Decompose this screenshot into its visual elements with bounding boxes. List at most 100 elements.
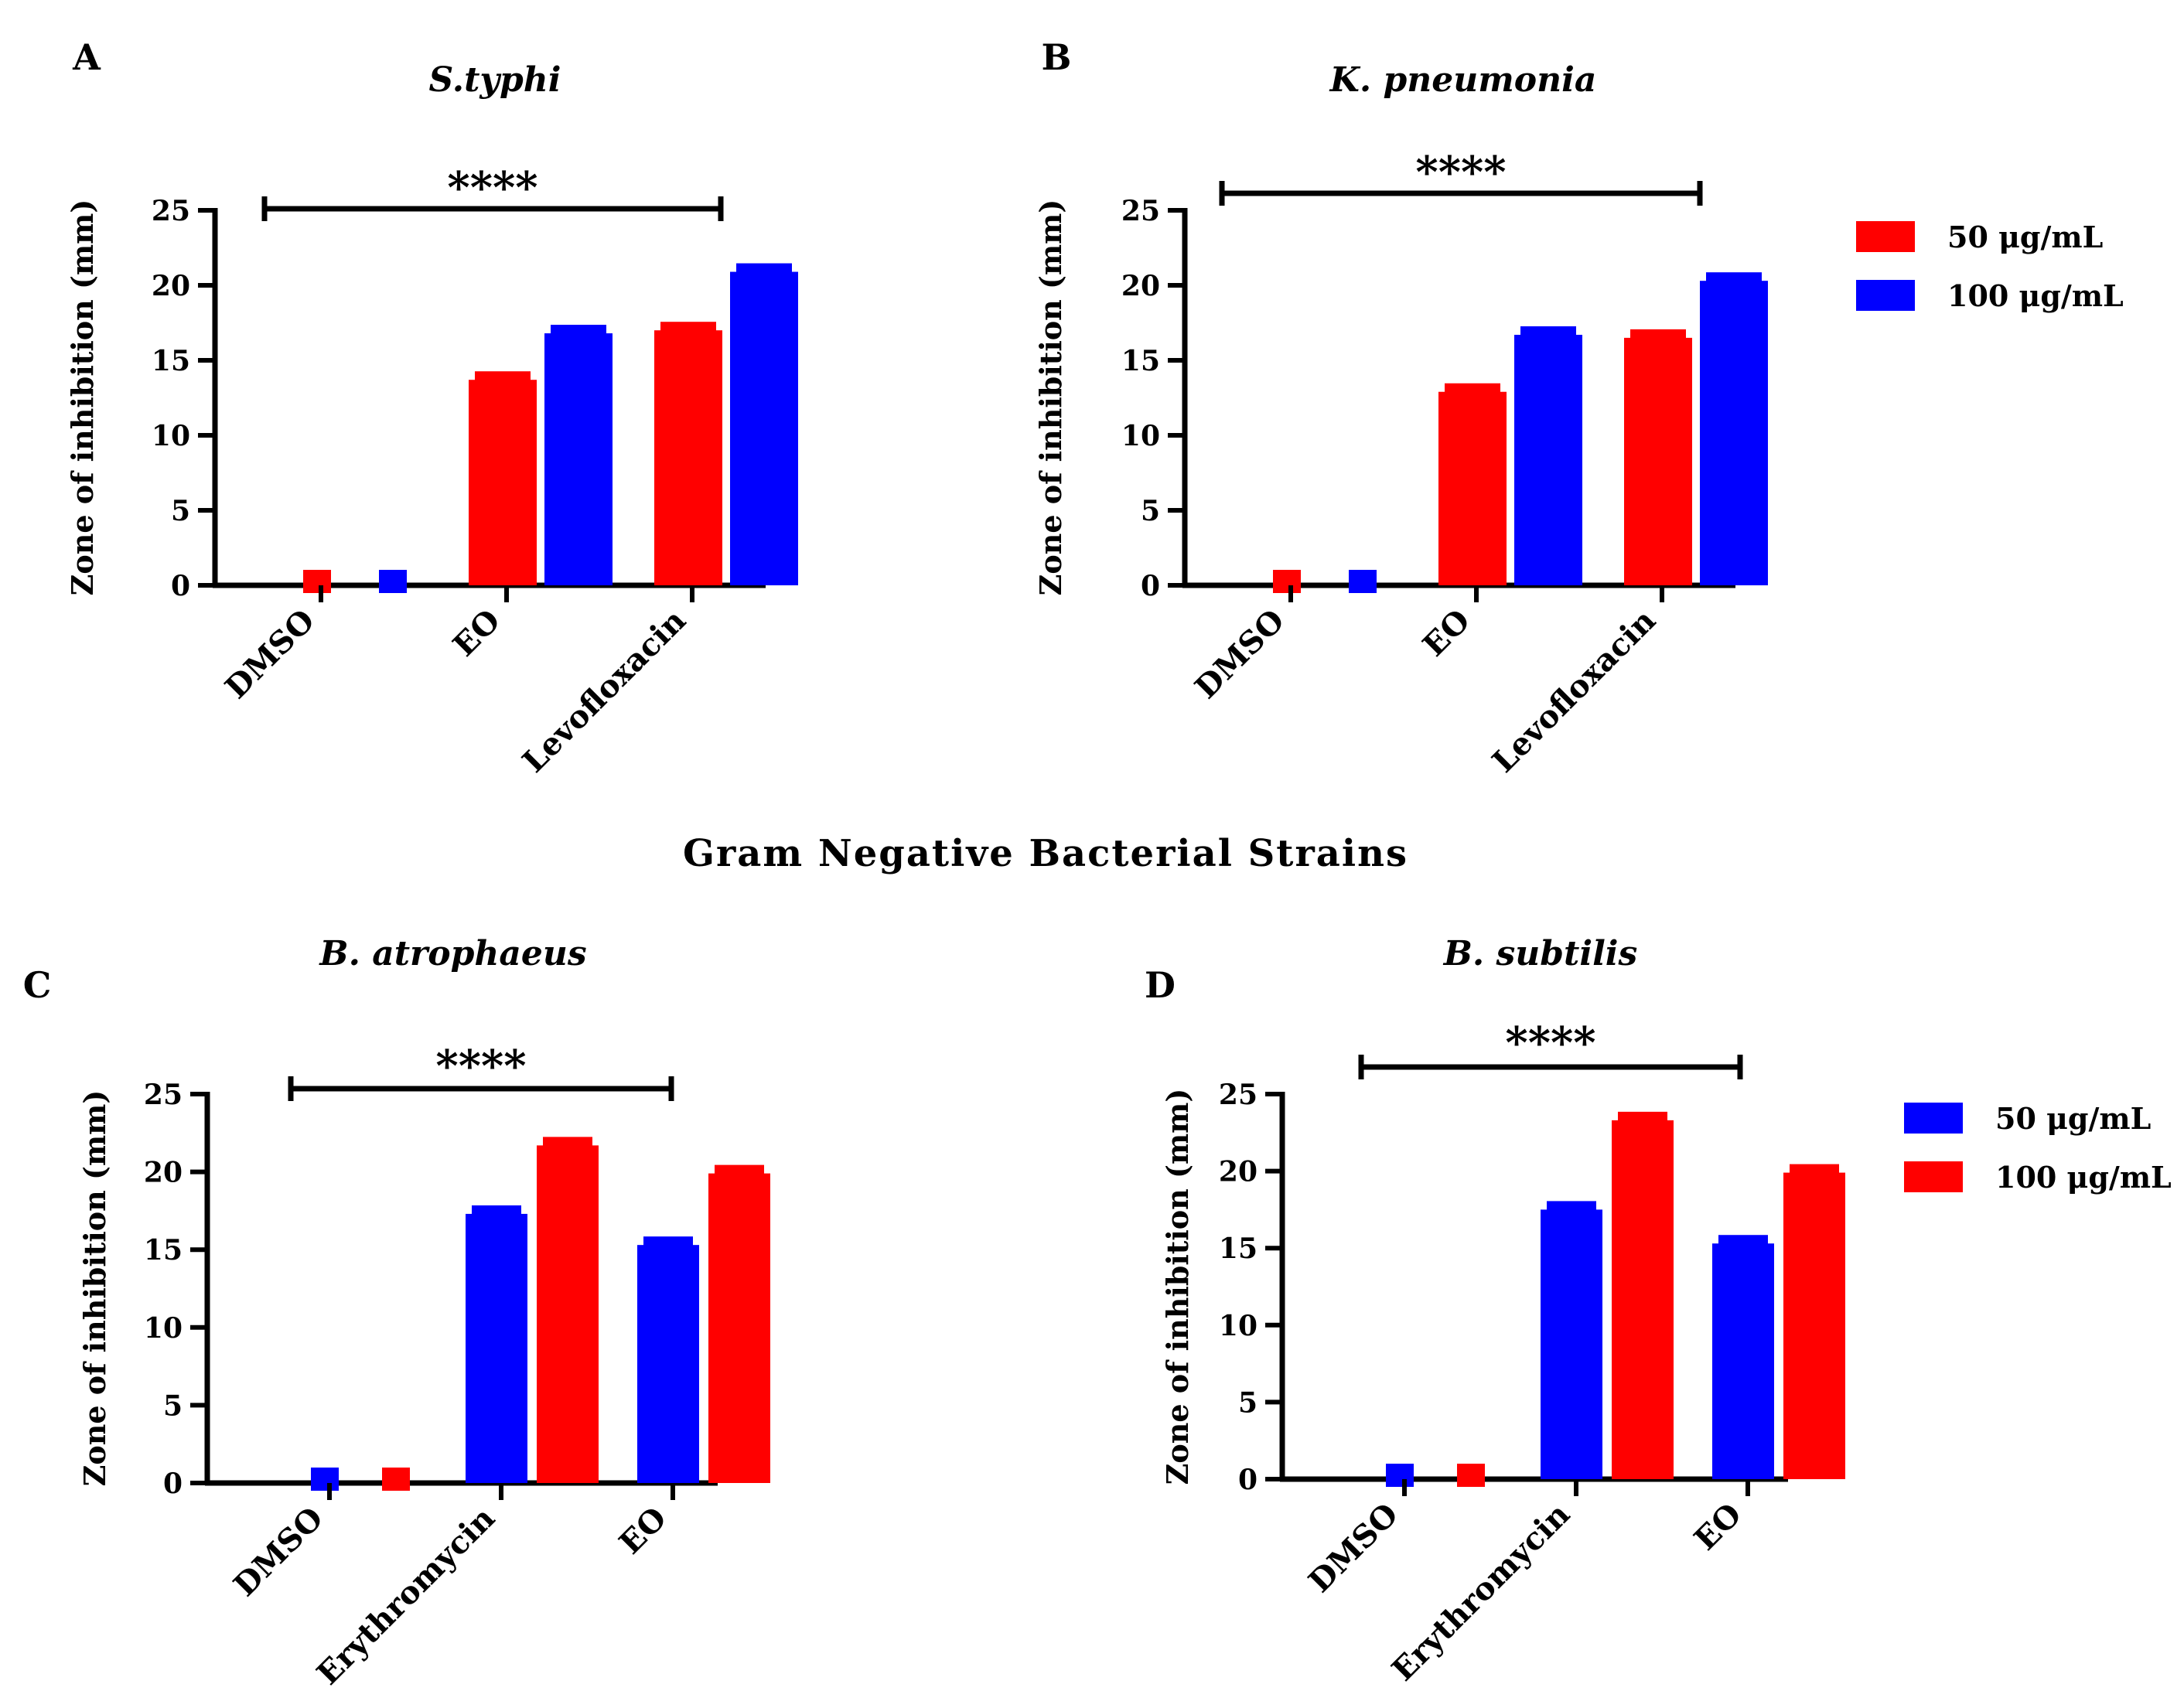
panel-letter: D — [1145, 964, 1176, 1006]
y-tick-label: 10 — [152, 420, 190, 452]
y-axis-label: Zone of inhibition (mm) — [1033, 199, 1068, 596]
significance-label: **** — [435, 1041, 526, 1092]
bar-dmso-0 — [1273, 570, 1301, 593]
error-bar-cap — [551, 325, 606, 335]
bar-dmso-1 — [379, 570, 407, 593]
y-tick-label: 25 — [1121, 195, 1160, 227]
x-category-label: DMSO — [1302, 1496, 1405, 1600]
x-category-label: Erythromycin — [1385, 1496, 1577, 1688]
bar-eo-1 — [1783, 1172, 1845, 1479]
chart-panel-b: B K. pneumonia Zone of inhibition (mm) 0 5 10… — [1033, 36, 1768, 779]
bar-erythromycin-1 — [1612, 1120, 1674, 1479]
bar-dmso-1 — [382, 1468, 410, 1491]
y-tick-label: 5 — [171, 495, 190, 527]
x-category-label: DMSO — [218, 602, 322, 706]
legend-1: 50 μg/mL 100 μg/mL — [1856, 220, 2124, 313]
error-bar-cap — [1445, 383, 1500, 393]
error-bar-cap — [475, 371, 531, 381]
error-bar-cap — [1630, 329, 1686, 339]
x-category-label: DMSO — [1188, 602, 1292, 706]
legend-label: 100 μg/mL — [1995, 1160, 2172, 1195]
error-bar-cap — [543, 1137, 592, 1147]
x-category-label: EO — [446, 602, 507, 663]
panel-title: K. pneumonia — [1329, 60, 1597, 100]
x-category-label: DMSO — [227, 1500, 330, 1604]
y-tick-label: 15 — [1121, 345, 1160, 377]
bar-eo-1 — [1514, 335, 1582, 585]
y-tick-label: 15 — [152, 345, 190, 377]
bar-eo-1 — [708, 1173, 770, 1483]
panel-letter: B — [1042, 36, 1072, 78]
panel-title: B. subtilis — [1442, 934, 1638, 973]
bar-dmso-1 — [1457, 1464, 1485, 1487]
legends: 50 μg/mL 100 μg/mL 50 μg/mL 100 μg/mL — [1856, 220, 2172, 1195]
bar-erythromycin-0 — [1541, 1209, 1602, 1479]
error-bar-cap — [643, 1236, 693, 1246]
y-tick-label: 20 — [1121, 270, 1160, 302]
y-axis-label: Zone of inhibition (mm) — [65, 199, 100, 596]
significance-label: **** — [447, 162, 537, 213]
legend-swatch — [1856, 221, 1915, 252]
chart-panel-c: C B. atrophaeus Zone of inhibition (mm) 0 5 1… — [23, 934, 770, 1691]
chart-panel-a: A S.typhi Zone of inhibition (mm) 0 5 10 15 20 2… — [65, 36, 798, 779]
error-bar-cap — [736, 263, 792, 273]
x-category-label: EO — [1416, 602, 1477, 663]
x-category-label: EO — [613, 1500, 674, 1561]
bar-levofloxacin-0 — [1624, 337, 1692, 585]
y-tick-label: 20 — [152, 270, 190, 302]
y-tick-label: 25 — [152, 195, 190, 227]
y-axis-label: Zone of inhibition (mm) — [1160, 1089, 1195, 1485]
error-bar-cap — [1706, 272, 1762, 282]
bar-eo-0 — [637, 1245, 699, 1483]
panel-letter: A — [72, 36, 101, 78]
legend-swatch — [1904, 1103, 1963, 1134]
error-bar-cap — [1790, 1164, 1839, 1174]
x-category-label: Levofloxacin — [1486, 602, 1664, 780]
x-category-label: Levofloxacin — [516, 602, 694, 780]
legend-label: 50 μg/mL — [1995, 1101, 2151, 1136]
bar-eo-1 — [544, 333, 613, 585]
y-tick-label: 0 — [171, 570, 190, 602]
y-tick-label: 20 — [144, 1157, 183, 1189]
bar-dmso-0 — [1386, 1464, 1414, 1487]
significance-label: **** — [1415, 147, 1506, 198]
error-bar-cap — [1547, 1201, 1596, 1211]
bar-dmso-0 — [311, 1468, 339, 1491]
y-tick-label: 10 — [1121, 420, 1160, 452]
bar-eo-0 — [1438, 391, 1507, 585]
bar-levofloxacin-1 — [730, 271, 798, 585]
y-axis-label: Zone of inhibition (mm) — [77, 1090, 112, 1487]
y-tick-label: 0 — [1238, 1464, 1258, 1496]
section-title: Gram Negative Bacterial Strains — [683, 832, 1408, 875]
legend-swatch — [1904, 1161, 1963, 1192]
y-tick-label: 25 — [1219, 1079, 1258, 1111]
legend-2: 50 μg/mL 100 μg/mL — [1904, 1101, 2172, 1195]
error-bar-cap — [1618, 1111, 1667, 1121]
x-category-label: EO — [1687, 1496, 1749, 1557]
y-tick-label: 0 — [1141, 570, 1160, 602]
y-tick-label: 5 — [1238, 1386, 1258, 1419]
legend-swatch — [1856, 280, 1915, 311]
bar-dmso-1 — [1349, 570, 1377, 593]
y-tick-label: 10 — [1219, 1310, 1258, 1342]
chart-panel-d: D B. subtilis Zone of inhibition (mm) 0 5 10 1… — [1145, 934, 1845, 1688]
error-bar-cap — [1718, 1235, 1768, 1245]
bar-levofloxacin-1 — [1700, 281, 1768, 585]
significance-label: **** — [1505, 1018, 1595, 1069]
x-category-label: Erythromycin — [310, 1500, 502, 1691]
bar-dmso-0 — [303, 570, 331, 593]
bar-levofloxacin-0 — [654, 330, 722, 585]
error-bar-cap — [660, 322, 716, 332]
y-tick-label: 15 — [144, 1234, 183, 1267]
legend-label: 100 μg/mL — [1947, 278, 2124, 313]
y-tick-label: 20 — [1219, 1156, 1258, 1188]
y-tick-label: 5 — [163, 1389, 183, 1422]
legend-label: 50 μg/mL — [1947, 220, 2103, 254]
panel-letter: C — [23, 964, 52, 1006]
bar-erythromycin-1 — [537, 1145, 599, 1483]
y-tick-label: 25 — [144, 1079, 183, 1111]
panel-title: S.typhi — [429, 60, 561, 100]
bar-erythromycin-0 — [466, 1213, 527, 1483]
y-tick-label: 15 — [1219, 1232, 1258, 1265]
error-bar-cap — [472, 1205, 521, 1215]
